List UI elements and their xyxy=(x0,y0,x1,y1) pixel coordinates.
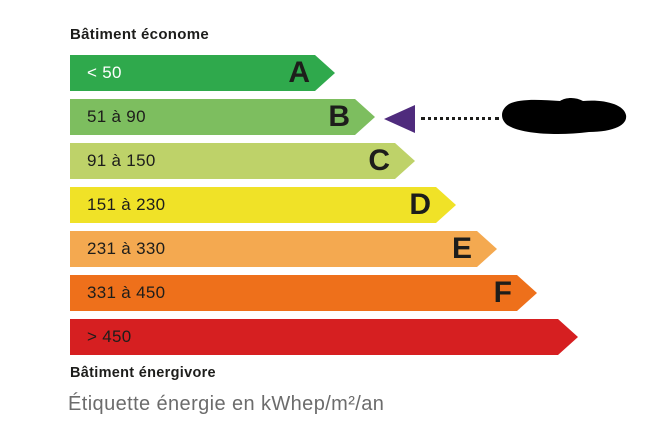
range-label: < 50 xyxy=(87,63,122,82)
energy-class-bar-g: > 450 xyxy=(70,319,578,355)
energy-class-bar-d: 151 à 230 D xyxy=(70,187,456,223)
class-letter: A xyxy=(288,56,310,89)
energy-class-scale: < 50 A 51 à 90 B 91 à 150 C 151 à 230 D xyxy=(70,55,578,363)
range-label: 91 à 150 xyxy=(87,151,156,170)
class-letter: B xyxy=(328,100,350,133)
energy-label-caption: Étiquette énergie en kWhep/m²/an xyxy=(68,393,385,415)
range-label: 151 à 230 xyxy=(87,195,166,214)
energy-class-bar-c: 91 à 150 C xyxy=(70,143,415,179)
range-label: 231 à 330 xyxy=(87,239,166,258)
energy-class-bar-e: 231 à 330 E xyxy=(70,231,497,267)
class-letter: C xyxy=(368,144,390,177)
energy-class-bar-b: 51 à 90 B xyxy=(70,99,375,135)
energy-class-bar-a: < 50 A xyxy=(70,55,335,91)
class-letter: F xyxy=(493,276,512,309)
range-label: 331 à 450 xyxy=(87,283,166,302)
range-label: 51 à 90 xyxy=(87,107,146,126)
selected-class-arrow-icon xyxy=(384,105,415,133)
energy-class-row-a: < 50 A xyxy=(70,55,578,91)
energy-intensive-building-label: Bâtiment énergivore xyxy=(70,365,216,381)
class-letter: E xyxy=(451,232,472,265)
redacted-value-scribble xyxy=(502,98,627,135)
energy-class-row-b: 51 à 90 B xyxy=(70,99,578,135)
energy-class-row-e: 231 à 330 E xyxy=(70,231,578,267)
range-label: > 450 xyxy=(87,327,132,346)
class-letter: D xyxy=(409,188,431,221)
energy-class-row-d: 151 à 230 D xyxy=(70,187,578,223)
dotted-connector-line xyxy=(421,117,499,120)
energy-class-row-g: > 450 xyxy=(70,319,578,355)
energy-class-row-f: 331 à 450 F xyxy=(70,275,578,311)
energy-class-row-c: 91 à 150 C xyxy=(70,143,578,179)
economical-building-label: Bâtiment économe xyxy=(70,26,209,43)
energy-class-bar-f: 331 à 450 F xyxy=(70,275,537,311)
